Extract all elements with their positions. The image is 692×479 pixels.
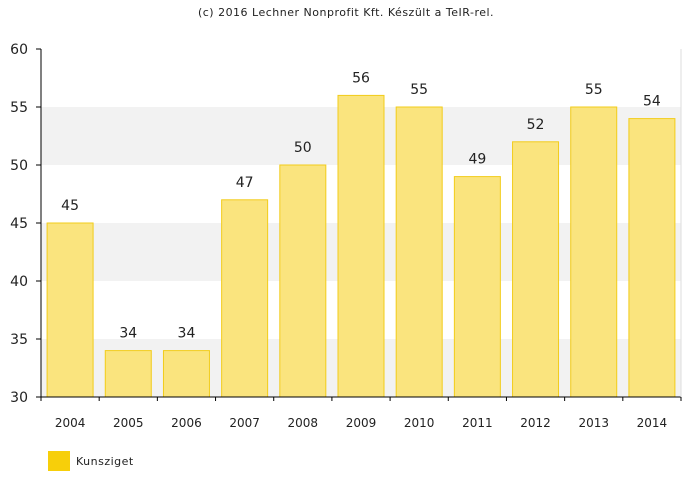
legend-swatch: [48, 451, 70, 471]
data-label-2004: 45: [61, 198, 79, 214]
bar-2008: [279, 164, 327, 398]
x-tick-label-2009: 2009: [346, 416, 377, 430]
y-tick-label: 50: [10, 158, 28, 174]
x-tick-label-2005: 2005: [113, 416, 144, 430]
data-label-2006: 34: [178, 326, 196, 342]
bar-2005: [104, 350, 152, 398]
legend-label: Kunsziget: [76, 454, 134, 468]
x-tick-label-2004: 2004: [55, 416, 86, 430]
bar-2013: [570, 106, 618, 398]
x-tick-label-2010: 2010: [404, 416, 435, 430]
data-label-2007: 47: [236, 175, 254, 191]
bar-2010: [395, 106, 443, 398]
bar-2012: [512, 141, 560, 398]
data-label-2012: 52: [527, 117, 545, 133]
y-tick-label: 60: [10, 42, 28, 58]
x-tick-label-2012: 2012: [520, 416, 551, 430]
bars: [46, 94, 676, 398]
bar-2004: [46, 222, 94, 398]
bar-2007: [221, 199, 269, 398]
y-tick-label: 55: [10, 100, 28, 116]
y-tick-label: 40: [10, 274, 28, 290]
x-tick-label-2014: 2014: [637, 416, 668, 430]
x-tick-label-2013: 2013: [578, 416, 609, 430]
bar-2006: [162, 350, 210, 398]
x-tick-label-2011: 2011: [462, 416, 493, 430]
data-label-2010: 55: [410, 82, 428, 98]
data-label-2009: 56: [352, 70, 370, 86]
chart-credit: (c) 2016 Lechner Nonprofit Kft. Készült …: [197, 6, 495, 19]
data-label-2013: 55: [585, 82, 603, 98]
legend: Kunsziget: [48, 451, 134, 471]
bar-2014: [628, 118, 676, 398]
data-label-2005: 34: [119, 326, 137, 342]
data-label-2011: 49: [468, 152, 486, 168]
data-labels: 45 34 34 47 50 56 55 49 52 55 54: [61, 70, 661, 341]
y-tick-label: 30: [10, 390, 28, 406]
x-tick-label-2006: 2006: [171, 416, 202, 430]
y-tick-label: 45: [10, 216, 28, 232]
y-tick-labels: 30 35 40 45 50 55 60: [10, 42, 28, 406]
axes: [36, 48, 682, 401]
x-tick-label-2008: 2008: [288, 416, 319, 430]
bar-2011: [453, 176, 501, 398]
x-tick-labels: 2004 2005 2006 2007 2008 2009 2010 2011 2012 2013…: [55, 416, 667, 430]
y-tick-label: 35: [10, 332, 28, 348]
data-label-2008: 50: [294, 140, 312, 156]
bar-2009: [337, 94, 385, 398]
data-label-2014: 54: [643, 94, 661, 110]
x-tick-label-2007: 2007: [229, 416, 260, 430]
